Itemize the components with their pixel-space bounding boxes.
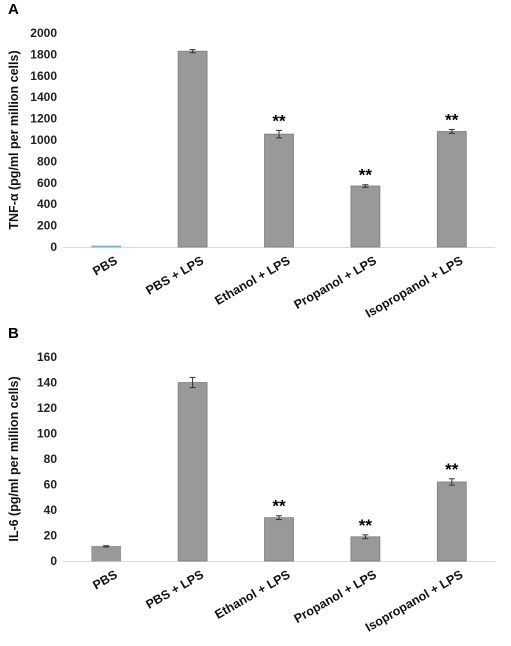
y-tick-label: 160	[37, 350, 57, 364]
significance-label: **	[272, 497, 286, 516]
y-tick-label: 60	[44, 478, 58, 492]
x-tick-label: Isopropanol + LPS	[363, 253, 465, 320]
bar-2	[177, 382, 208, 562]
y-axis-label: IL-6 (pg/ml per million cells)	[7, 376, 21, 541]
y-tick-label: 40	[44, 503, 58, 517]
y-tick-label: 120	[37, 401, 57, 415]
bar-5	[436, 131, 467, 248]
y-tick-label: 1000	[30, 133, 57, 147]
significance-label: **	[445, 460, 459, 479]
significance-label: **	[359, 166, 373, 185]
bar-3	[264, 133, 294, 248]
x-tick-label: Propanol + LPS	[292, 567, 379, 625]
bar-1	[91, 245, 122, 248]
y-tick-label: 600	[37, 176, 57, 190]
x-tick-label: Ethanol + LPS	[212, 253, 292, 307]
x-tick-label: PBS	[90, 567, 119, 592]
significance-label: **	[359, 516, 373, 535]
x-tick-label: Propanol + LPS	[292, 253, 379, 311]
y-tick-label: 0	[50, 240, 57, 254]
y-tick-label: 140	[37, 376, 57, 390]
panel-label: B	[8, 325, 19, 342]
y-tick-label: 1200	[30, 112, 57, 126]
y-tick-label: 1400	[30, 90, 57, 104]
y-tick-label: 1800	[30, 47, 57, 61]
significance-label: **	[445, 111, 459, 130]
y-tick-label: 200	[37, 219, 57, 233]
x-tick-label: PBS + LPS	[143, 567, 206, 611]
x-tick-label: Isopropanol + LPS	[363, 567, 465, 634]
y-tick-label: 800	[37, 154, 57, 168]
bar-2	[177, 50, 208, 248]
y-tick-label: 20	[44, 529, 58, 543]
bar-4	[350, 536, 381, 562]
x-tick-label: PBS	[90, 253, 119, 278]
bar-4	[350, 185, 381, 248]
bar-3	[264, 517, 294, 562]
panel-a: A 0 200 400 600 800 1000 1200 1400 1600 1800 2000 TN…	[7, 1, 495, 321]
y-axis-label: TNF-α (pg/ml per million cells)	[7, 50, 21, 229]
panel-b: B 0 20 40 60 80 100 120 140 160 IL-6 (pg/ml per mi…	[7, 325, 495, 635]
bar-5	[436, 481, 467, 562]
y-tick-label: 100	[37, 427, 57, 441]
y-tick-label: 2000	[30, 26, 57, 40]
significance-label: **	[272, 111, 286, 130]
y-tick-label: 80	[44, 452, 58, 466]
y-tick-label: 0	[50, 554, 57, 568]
y-tick-label: 1600	[30, 69, 57, 83]
panel-label: A	[8, 1, 19, 18]
bar-1	[91, 545, 122, 562]
x-tick-label: PBS + LPS	[143, 253, 206, 297]
x-tick-label: Ethanol + LPS	[212, 567, 292, 621]
y-tick-label: 400	[37, 197, 57, 211]
